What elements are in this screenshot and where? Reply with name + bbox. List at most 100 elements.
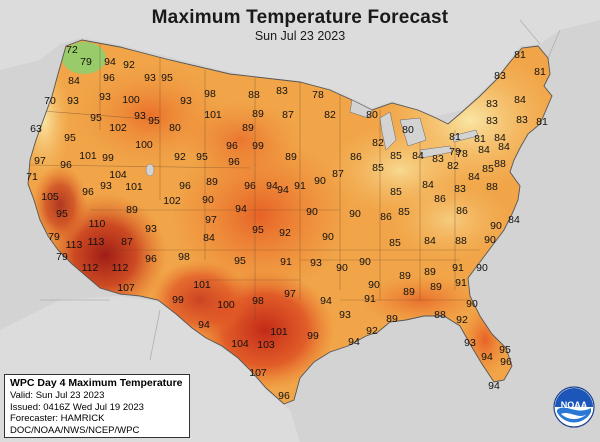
temperature-label: 112 <box>111 262 129 274</box>
temperature-label: 88 <box>455 235 467 247</box>
temperature-label: 93 <box>67 95 79 107</box>
temperature-label: 90 <box>314 175 326 187</box>
temperature-label: 95 <box>234 255 246 267</box>
temperature-label: 88 <box>434 309 446 321</box>
temperature-label: 88 <box>248 89 260 101</box>
temperature-label: 89 <box>430 281 442 293</box>
temperature-label: 94 <box>277 184 289 196</box>
temperature-label: 84 <box>68 75 80 87</box>
temperature-label: 85 <box>390 186 402 198</box>
temperature-label: 94 <box>198 319 210 331</box>
temperature-label: 90 <box>306 206 318 218</box>
temperature-label: 104 <box>231 338 249 350</box>
temperature-label: 92 <box>279 227 291 239</box>
forecast-info-box: WPC Day 4 Maximum Temperature Valid: Sun… <box>4 374 190 438</box>
temperature-label: 81 <box>534 66 546 78</box>
temperature-label: 85 <box>390 150 402 162</box>
temperature-label: 112 <box>81 262 99 274</box>
temperature-label: 97 <box>284 288 296 300</box>
temperature-label: 86 <box>434 193 446 205</box>
temperature-label: 89 <box>206 176 218 188</box>
temperature-label: 87 <box>332 168 344 180</box>
temperature-label: 99 <box>252 140 264 152</box>
temperature-label: 83 <box>516 114 528 126</box>
temperature-label: 91 <box>452 262 464 274</box>
temperature-label: 94 <box>481 351 493 363</box>
noaa-logo-text: NOAA <box>561 400 588 410</box>
temperature-label: 90 <box>359 256 371 268</box>
temperature-label: 99 <box>102 152 114 164</box>
temperature-label: 84 <box>498 141 510 153</box>
temperature-label: 90 <box>336 262 348 274</box>
temperature-label: 96 <box>228 156 240 168</box>
temperature-label: 93 <box>180 95 192 107</box>
temperature-label: 90 <box>476 262 488 274</box>
temperature-label: 90 <box>368 279 380 291</box>
temperature-label: 93 <box>339 309 351 321</box>
temperature-label: 91 <box>294 180 306 192</box>
temperature-label: 107 <box>249 367 267 379</box>
temperature-label: 84 <box>412 150 424 162</box>
temperature-label: 91 <box>455 277 467 289</box>
temperature-label: 96 <box>500 356 512 368</box>
temperature-label: 85 <box>482 163 494 175</box>
temperature-label: 81 <box>474 133 486 145</box>
temperature-label: 90 <box>466 298 478 310</box>
temperature-label: 101 <box>204 109 222 121</box>
temperature-label: 71 <box>26 171 38 183</box>
temperature-label: 96 <box>82 186 94 198</box>
temperature-label: 101 <box>270 326 288 338</box>
temperature-label: 87 <box>282 109 294 121</box>
info-issued: Issued: 0416Z Wed Jul 19 2023 <box>10 401 144 413</box>
temperature-label: 93 <box>310 257 322 269</box>
temperature-label: 96 <box>145 253 157 265</box>
temperature-label: 85 <box>389 237 401 249</box>
temperature-label: 88 <box>486 181 498 193</box>
temperature-label: 79 <box>80 56 92 68</box>
temperature-label: 97 <box>205 214 217 226</box>
temperature-label: 78 <box>456 148 468 160</box>
temperature-label: 89 <box>252 108 264 120</box>
temperature-label: 89 <box>285 151 297 163</box>
temperature-label: 90 <box>349 208 361 220</box>
temperature-label: 100 <box>135 139 153 151</box>
temperature-label: 94 <box>488 380 500 392</box>
temperature-label: 72 <box>66 44 78 56</box>
temperature-label: 84 <box>478 144 490 156</box>
temperature-label: 89 <box>242 122 254 134</box>
temperature-label: 99 <box>172 294 184 306</box>
temperature-label: 63 <box>30 123 42 135</box>
temperature-label: 93 <box>99 91 111 103</box>
temperature-label: 79 <box>56 251 68 263</box>
temperature-label: 89 <box>386 313 398 325</box>
temperature-label: 92 <box>456 314 468 326</box>
temperature-label: 83 <box>494 70 506 82</box>
temperature-label: 97 <box>34 155 46 167</box>
temperature-label: 70 <box>44 95 56 107</box>
temperature-label: 82 <box>372 137 384 149</box>
temperature-label: 82 <box>447 160 459 172</box>
temperature-label: 94 <box>104 56 116 68</box>
temperature-label: 88 <box>494 158 506 170</box>
temperature-label: 92 <box>123 59 135 71</box>
info-heading: WPC Day 4 Maximum Temperature <box>10 377 183 389</box>
temperature-label: 89 <box>399 270 411 282</box>
temperature-label: 113 <box>87 236 105 248</box>
temperature-label: 98 <box>252 295 264 307</box>
temperature-label: 94 <box>266 180 278 192</box>
temperature-label: 83 <box>486 98 498 110</box>
temperature-label: 95 <box>90 112 102 124</box>
info-agency: DOC/NOAA/NWS/NCEP/WPC <box>10 424 140 436</box>
temperature-label: 90 <box>202 194 214 206</box>
temperature-label: 110 <box>88 218 106 230</box>
temperature-label: 87 <box>121 236 133 248</box>
temperature-label: 92 <box>174 151 186 163</box>
temperature-label: 85 <box>372 162 384 174</box>
temperature-label: 89 <box>403 286 415 298</box>
temperature-label: 83 <box>454 183 466 195</box>
temperature-label: 95 <box>148 115 160 127</box>
temperature-label: 91 <box>364 293 376 305</box>
temperature-label: 93 <box>145 223 157 235</box>
temperature-label: 79 <box>449 146 461 158</box>
